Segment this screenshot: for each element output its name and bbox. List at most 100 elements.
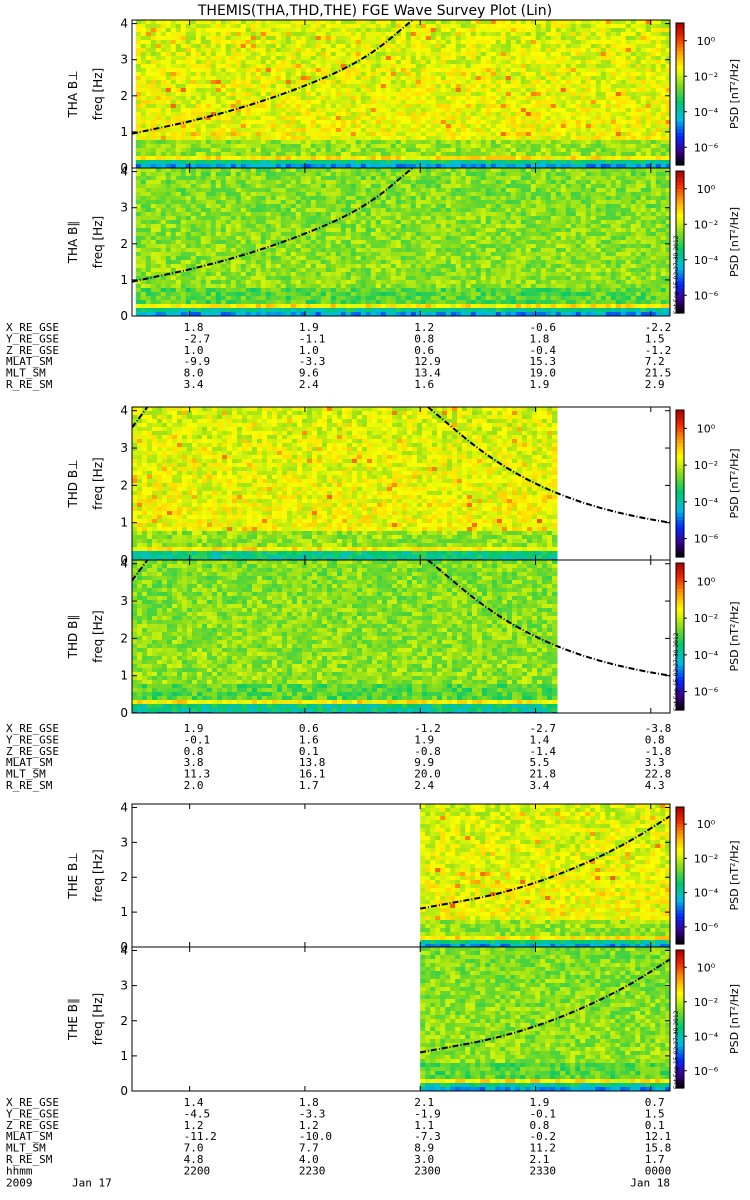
psd-cell (665, 184, 670, 189)
psd-cell (435, 28, 442, 33)
psd-cell (615, 196, 622, 201)
psd-cell (430, 44, 437, 49)
psd-cell (275, 144, 282, 149)
psd-cell (230, 172, 237, 177)
psd-cell (450, 156, 457, 161)
psd-cell (270, 112, 277, 117)
psd-cell (585, 68, 592, 73)
psd-cell (300, 100, 307, 105)
psd-cell (185, 180, 192, 185)
psd-cell (170, 124, 177, 129)
psd-cell (270, 168, 277, 173)
psd-cell (295, 156, 302, 161)
psd-cell (390, 32, 397, 37)
psd-cell (650, 44, 657, 49)
psd-cell (365, 36, 372, 41)
psd-cell (570, 164, 577, 168)
psd-cell (655, 120, 662, 125)
psd-cell (165, 96, 172, 101)
psd-cell (365, 132, 372, 137)
psd-cell (650, 120, 657, 125)
psd-cell (285, 92, 292, 97)
psd-cell (495, 112, 502, 117)
psd-cell (420, 80, 427, 85)
psd-cell (580, 152, 587, 157)
psd-cell (350, 104, 357, 109)
psd-cell (165, 100, 172, 105)
psd-cell (480, 184, 487, 189)
psd-cell (530, 188, 537, 193)
psd-cell (300, 116, 307, 121)
psd-cell (365, 180, 372, 185)
psd-cell (425, 20, 432, 25)
psd-cell (415, 64, 422, 69)
psd-cell (325, 72, 332, 77)
psd-cell (440, 100, 447, 105)
psd-cell (160, 128, 167, 133)
colorbar-frame (675, 22, 685, 166)
psd-cell (655, 148, 662, 153)
psd-cell (595, 136, 602, 141)
psd-cell (430, 60, 437, 65)
psd-cell (665, 156, 670, 161)
psd-cell (315, 96, 322, 101)
psd-cell (245, 168, 252, 173)
psd-cell (655, 44, 662, 49)
psd-cell (160, 112, 167, 117)
psd-cell (535, 48, 542, 53)
psd-cell (380, 196, 387, 201)
colorbar-swatch (676, 161, 684, 166)
psd-cell (235, 176, 242, 181)
psd-cell (245, 76, 252, 81)
psd-cell (225, 120, 232, 125)
psd-cell (320, 156, 327, 161)
psd-cell (655, 64, 662, 69)
psd-cell (590, 160, 597, 165)
psd-cell (145, 72, 152, 77)
psd-cell (370, 152, 377, 157)
psd-cell (575, 148, 582, 153)
psd-cell (180, 44, 187, 49)
psd-cell (360, 100, 367, 105)
psd-cell (480, 20, 487, 25)
psd-cell (385, 140, 392, 145)
psd-cell (345, 116, 352, 121)
model-frequency-curve (132, 20, 414, 135)
psd-cell (500, 148, 507, 153)
psd-cell (320, 164, 327, 168)
psd-cell (455, 164, 462, 168)
psd-cell (570, 80, 577, 85)
psd-cell (555, 176, 562, 181)
psd-cell (155, 148, 162, 153)
psd-cell (400, 120, 407, 125)
psd-cell (440, 40, 447, 45)
psd-cell (140, 68, 147, 73)
psd-cell (290, 60, 297, 65)
psd-cell (375, 200, 382, 205)
psd-cell (350, 20, 357, 25)
psd-cell (250, 168, 257, 173)
psd-cell (390, 176, 397, 181)
psd-cell (265, 72, 272, 77)
psd-cell (240, 72, 247, 77)
psd-cell (625, 32, 632, 37)
psd-cell (500, 116, 507, 121)
psd-cell (300, 128, 307, 133)
psd-cell (485, 164, 492, 168)
psd-cell (230, 20, 237, 25)
psd-cell (650, 160, 657, 165)
psd-cell (175, 144, 182, 149)
psd-cell (185, 100, 192, 105)
psd-cell (310, 84, 317, 89)
psd-cell (160, 120, 167, 125)
psd-cell (525, 156, 532, 161)
psd-cell (370, 100, 377, 105)
psd-cell (615, 152, 622, 157)
psd-cell (165, 104, 172, 109)
psd-cell (330, 124, 337, 129)
psd-cell (425, 148, 432, 153)
psd-cell (140, 192, 147, 197)
psd-cell (550, 144, 557, 149)
psd-cell (640, 196, 647, 201)
psd-cell (160, 68, 167, 73)
